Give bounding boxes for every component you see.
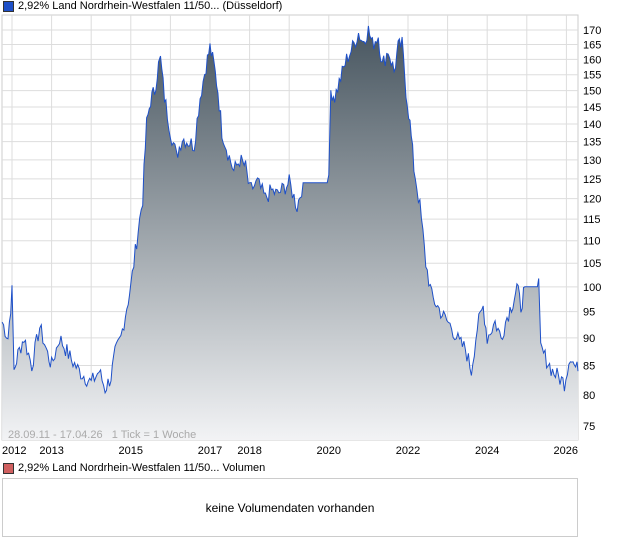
y-tick-label: 110: [583, 236, 601, 248]
y-tick-label: 115: [583, 214, 601, 226]
y-tick-label: 135: [583, 137, 601, 149]
volume-panel: keine Volumendaten vorhanden: [2, 478, 578, 537]
y-tick-label: 150: [583, 86, 601, 98]
y-tick-label: 105: [583, 258, 601, 270]
y-tick-label: 75: [583, 421, 595, 433]
y-tick-label: 85: [583, 360, 595, 372]
price-area-fill: [2, 25, 579, 441]
price-chart: 75 80 85 90 95 100 105 110 115 120 125 130 135 140 145…: [1, 14, 601, 457]
y-tick-label: 145: [583, 102, 601, 114]
y-tick-label: 170: [583, 25, 601, 37]
y-tick-label: 95: [583, 307, 595, 319]
volume-legend: 2,92% Land Nordrhein-Westfalen 11/50... …: [3, 462, 265, 474]
x-tick-label: 2015: [119, 445, 143, 457]
price-legend: 2,92% Land Nordrhein-Westfalen 11/50... …: [3, 0, 282, 12]
chart-title: 2,92% Land Nordrhein-Westfalen 11/50... …: [18, 0, 283, 12]
y-tick-label: 155: [583, 70, 601, 82]
no-volume-message: keine Volumendaten vorhanden: [205, 500, 375, 515]
price-line: [1, 25, 579, 395]
y-tick-label: 100: [583, 282, 601, 294]
x-tick-label: 2012: [2, 445, 26, 457]
volume-title: 2,92% Land Nordrhein-Westfalen 11/50... …: [18, 462, 266, 474]
y-tick-label: 125: [583, 174, 601, 186]
y-tick-label: 160: [583, 54, 601, 66]
volume-series-swatch: [3, 462, 14, 474]
y-tick-label: 165: [583, 39, 601, 51]
y-tick-label: 130: [583, 155, 601, 167]
x-tick-label: 2026: [554, 445, 578, 457]
x-tick-label: 2024: [475, 445, 499, 457]
x-tick-label: 2020: [317, 445, 341, 457]
x-tick-label: 2022: [396, 445, 420, 457]
x-tick-label: 2018: [237, 445, 261, 457]
y-tick-label: 80: [583, 390, 595, 402]
x-tick-label: 2013: [39, 445, 63, 457]
y-tick-label: 90: [583, 333, 595, 345]
x-tick-label: 2017: [198, 445, 222, 457]
y-tick-label: 120: [583, 194, 601, 206]
price-series-swatch: [3, 0, 14, 12]
range-note: 28.09.11 - 17.04.26 1 Tick = 1 Woche: [8, 429, 196, 441]
y-tick-label: 140: [583, 119, 601, 131]
